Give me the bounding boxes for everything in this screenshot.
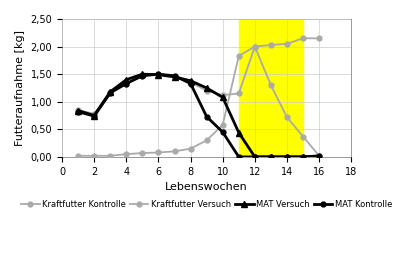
Y-axis label: Futteraufnahme [kg]: Futteraufnahme [kg] [15,30,25,146]
Legend: Kraftfutter Kontrolle, Kraftfutter Versuch, MAT Versuch, MAT Kontrolle: Kraftfutter Kontrolle, Kraftfutter Versu… [18,197,395,213]
Bar [239,19,303,157]
X-axis label: Lebenswochen: Lebenswochen [165,182,248,192]
